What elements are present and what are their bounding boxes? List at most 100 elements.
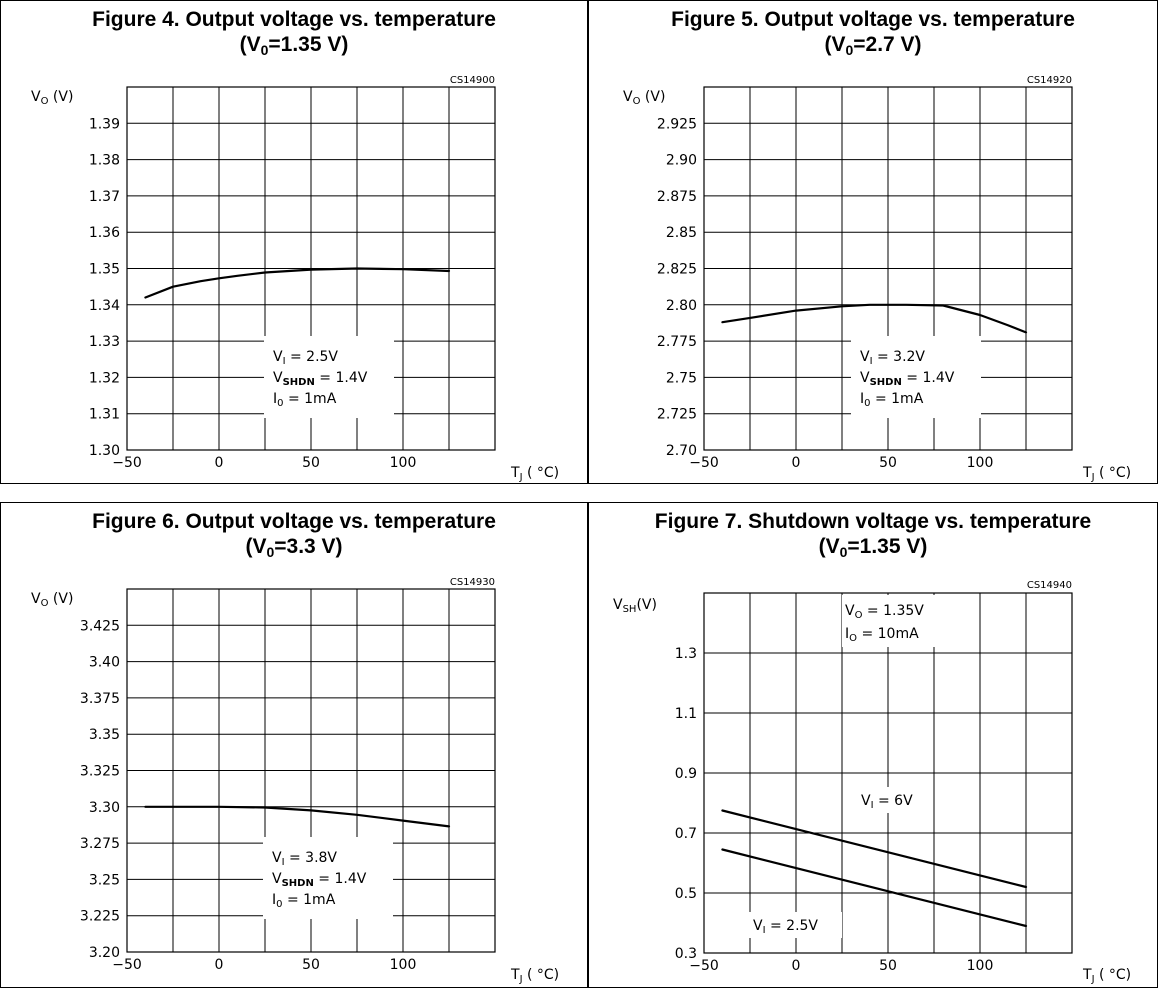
figure-6-ytick-label: 3.225 bbox=[80, 909, 120, 925]
figure-4-ytick-label: 1.34 bbox=[89, 298, 120, 314]
figure-6-subtitle: (V0=3.3 V) bbox=[245, 535, 343, 560]
figure-6-xlabel: TJ ( °C) bbox=[510, 967, 559, 985]
figure-5-xtick-label: −50 bbox=[689, 455, 719, 471]
figure-4-ytick-label: 1.36 bbox=[89, 225, 120, 241]
figure-4-ytick-label: 1.37 bbox=[89, 189, 120, 205]
figure-4-ytick-label: 1.31 bbox=[89, 407, 120, 423]
figure-5-ytick-label: 2.775 bbox=[657, 334, 697, 350]
figure-4-ytick-label: 1.32 bbox=[89, 370, 120, 386]
figure-5-annotation-box bbox=[851, 336, 981, 418]
figure-6-ytick-label: 3.375 bbox=[80, 691, 120, 707]
figure-7-ytick-label: 1.1 bbox=[675, 706, 697, 722]
figure-4-ytick-label: 1.39 bbox=[89, 116, 120, 132]
figure-4-ytick-label: 1.33 bbox=[89, 334, 120, 350]
figure-4-xlabel: TJ ( °C) bbox=[510, 465, 559, 483]
figure-4-xtick-label: 100 bbox=[390, 455, 417, 471]
figure-5-annotation-vi: VI = 3.2V bbox=[860, 349, 925, 367]
figure-4-ylabel: VO (V) bbox=[31, 89, 73, 107]
figure-7-ytick-label: 0.3 bbox=[675, 946, 697, 962]
figure-5-ytick-label: 2.90 bbox=[666, 153, 697, 169]
figure-5-plot: CS14920 VO (V) TJ ( °C) VI = 3.2V VSHDN … bbox=[623, 75, 1131, 483]
figure-7-xtick-label: 0 bbox=[792, 958, 801, 974]
figure-7-annotation-conditions: VO = 1.35V IO = 10mA bbox=[842, 595, 940, 647]
figure-6-ytick-label: 3.275 bbox=[80, 836, 120, 852]
figure-5-code: CS14920 bbox=[1027, 75, 1072, 86]
figure-4-annotation: VI = 2.5V VSHDN = 1.4V I0 = 1mA bbox=[264, 336, 394, 418]
figure-6-ytick-label: 3.30 bbox=[89, 800, 120, 816]
figure-4-annotation-io: I0 = 1mA bbox=[273, 391, 337, 409]
figure-7-label-vi-2v5: VI = 2.5V bbox=[746, 912, 842, 938]
figure-7-code: CS14940 bbox=[1027, 580, 1072, 591]
figure-6-ytick-label: 3.35 bbox=[89, 727, 120, 743]
figure-7-label-vi-6v-text: VI = 6V bbox=[861, 793, 913, 811]
figure-4-title: Figure 4. Output voltage vs. temperature bbox=[92, 8, 496, 31]
figure-5-ylabel: VO (V) bbox=[623, 89, 665, 107]
figure-4-panel: Figure 4. Output voltage vs. temperature… bbox=[0, 0, 588, 484]
figure-6-code: CS14930 bbox=[450, 577, 495, 588]
figure-6-ytick-label: 3.40 bbox=[89, 655, 120, 671]
figure-7-subtitle: (V0=1.35 V) bbox=[818, 535, 928, 560]
figure-7-annotation-vo: VO = 1.35V bbox=[845, 603, 924, 621]
figure-6-annotation: VI = 3.8V VSHDN = 1.4V I0 = 1mA bbox=[263, 837, 393, 919]
figure-6-xtick-label: −50 bbox=[112, 957, 142, 973]
figure-6-ytick-label: 3.25 bbox=[89, 872, 120, 888]
figure-4-ytick-label: 1.35 bbox=[89, 262, 120, 278]
figure-6-panel: Figure 6. Output voltage vs. temperature… bbox=[0, 502, 588, 988]
figure-7-ytick-label: 0.7 bbox=[675, 826, 697, 842]
figure-7-xtick-label: 50 bbox=[879, 958, 897, 974]
figure-5-title: Figure 5. Output voltage vs. temperature bbox=[671, 8, 1075, 31]
figure-6-annotation-vshdn: VSHDN = 1.4V bbox=[272, 871, 367, 889]
figure-5-ytick-label: 2.85 bbox=[666, 225, 697, 241]
figure-4-frame bbox=[126, 86, 496, 451]
figure-6-xtick-label: 0 bbox=[215, 957, 224, 973]
figure-6-annotation-vi: VI = 3.8V bbox=[272, 850, 337, 868]
figure-5-panel: Figure 5. Output voltage vs. temperature… bbox=[588, 0, 1158, 484]
figure-4-xtick-label: 50 bbox=[302, 455, 320, 471]
figure-5-annotation: VI = 3.2V VSHDN = 1.4V I0 = 1mA bbox=[851, 336, 981, 418]
figure-6-ytick-label: 3.425 bbox=[80, 618, 120, 634]
figure-7-label-vi-2v5-text: VI = 2.5V bbox=[753, 918, 818, 936]
figure-6-ytick-label: 3.325 bbox=[80, 764, 120, 780]
figure-5-xtick-label: 50 bbox=[879, 455, 897, 471]
figure-7-series-line-1 bbox=[721, 809, 1028, 889]
figure-5-series-line-1 bbox=[721, 303, 1028, 334]
figure-5-ytick-label: 2.75 bbox=[666, 370, 697, 386]
figure-5-annotation-vshdn: VSHDN = 1.4V bbox=[860, 370, 955, 388]
figure-4-xtick-label: 0 bbox=[215, 455, 224, 471]
figure-6-xtick-label: 50 bbox=[302, 957, 320, 973]
figure-6-xtick-label: 100 bbox=[390, 957, 417, 973]
figure-5-ytick-label: 2.725 bbox=[657, 407, 697, 423]
figure-5-annotation-io: I0 = 1mA bbox=[860, 391, 924, 409]
figure-4-series-line-1 bbox=[144, 267, 451, 299]
figure-7-ytick-label: 0.5 bbox=[675, 886, 697, 902]
figure-6-title: Figure 6. Output voltage vs. temperature bbox=[92, 510, 496, 533]
figure-4-subtitle: (V0=1.35 V) bbox=[239, 33, 349, 58]
figure-5-ytick-label: 2.80 bbox=[666, 298, 697, 314]
figure-6-series-line-1 bbox=[144, 805, 451, 828]
figure-4-annotation-box bbox=[264, 336, 394, 418]
figure-6-annotation-io: I0 = 1mA bbox=[272, 892, 336, 910]
figure-7-frame bbox=[703, 592, 1073, 954]
figure-4-ytick-label: 1.38 bbox=[89, 153, 120, 169]
figure-5-ytick-label: 2.875 bbox=[657, 189, 697, 205]
figure-7-annotation-box bbox=[842, 595, 940, 647]
figure-6-ylabel: VO (V) bbox=[31, 591, 73, 609]
figure-6-plot: CS14930 VO (V) TJ ( °C) VI = 3.8V VSHDN … bbox=[31, 577, 559, 985]
figure-5-xtick-label: 0 bbox=[792, 455, 801, 471]
figure-7-ytick-label: 0.9 bbox=[675, 766, 697, 782]
figure-5-ytick-label: 2.925 bbox=[657, 116, 697, 132]
figure-5-ytick-label: 2.70 bbox=[666, 443, 697, 459]
figure-4-annotation-vshdn: VSHDN = 1.4V bbox=[273, 370, 368, 388]
figure-4-xtick-label: −50 bbox=[112, 455, 142, 471]
figure-4-ytick-label: 1.30 bbox=[89, 443, 120, 459]
figure-5-frame bbox=[703, 86, 1073, 451]
figure-5-grid bbox=[703, 86, 1073, 451]
figure-5-ytick-label: 2.825 bbox=[657, 262, 697, 278]
figure-4-code: CS14900 bbox=[450, 75, 495, 86]
figure-4-plot: CS14900 VO (V) TJ ( °C) VI = 2.5V VSHDN … bbox=[31, 75, 559, 483]
figure-7-ytick-label: 1.3 bbox=[675, 646, 697, 662]
figure-7-ylabel: VSH(V) bbox=[613, 597, 657, 615]
figure-7-label-vi-2v5-box bbox=[746, 912, 842, 938]
figure-7-xtick-label: −50 bbox=[689, 958, 719, 974]
figure-6-ytick-label: 3.20 bbox=[89, 945, 120, 961]
